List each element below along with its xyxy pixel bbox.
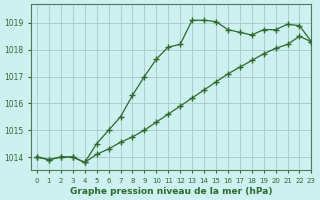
- X-axis label: Graphe pression niveau de la mer (hPa): Graphe pression niveau de la mer (hPa): [70, 187, 272, 196]
